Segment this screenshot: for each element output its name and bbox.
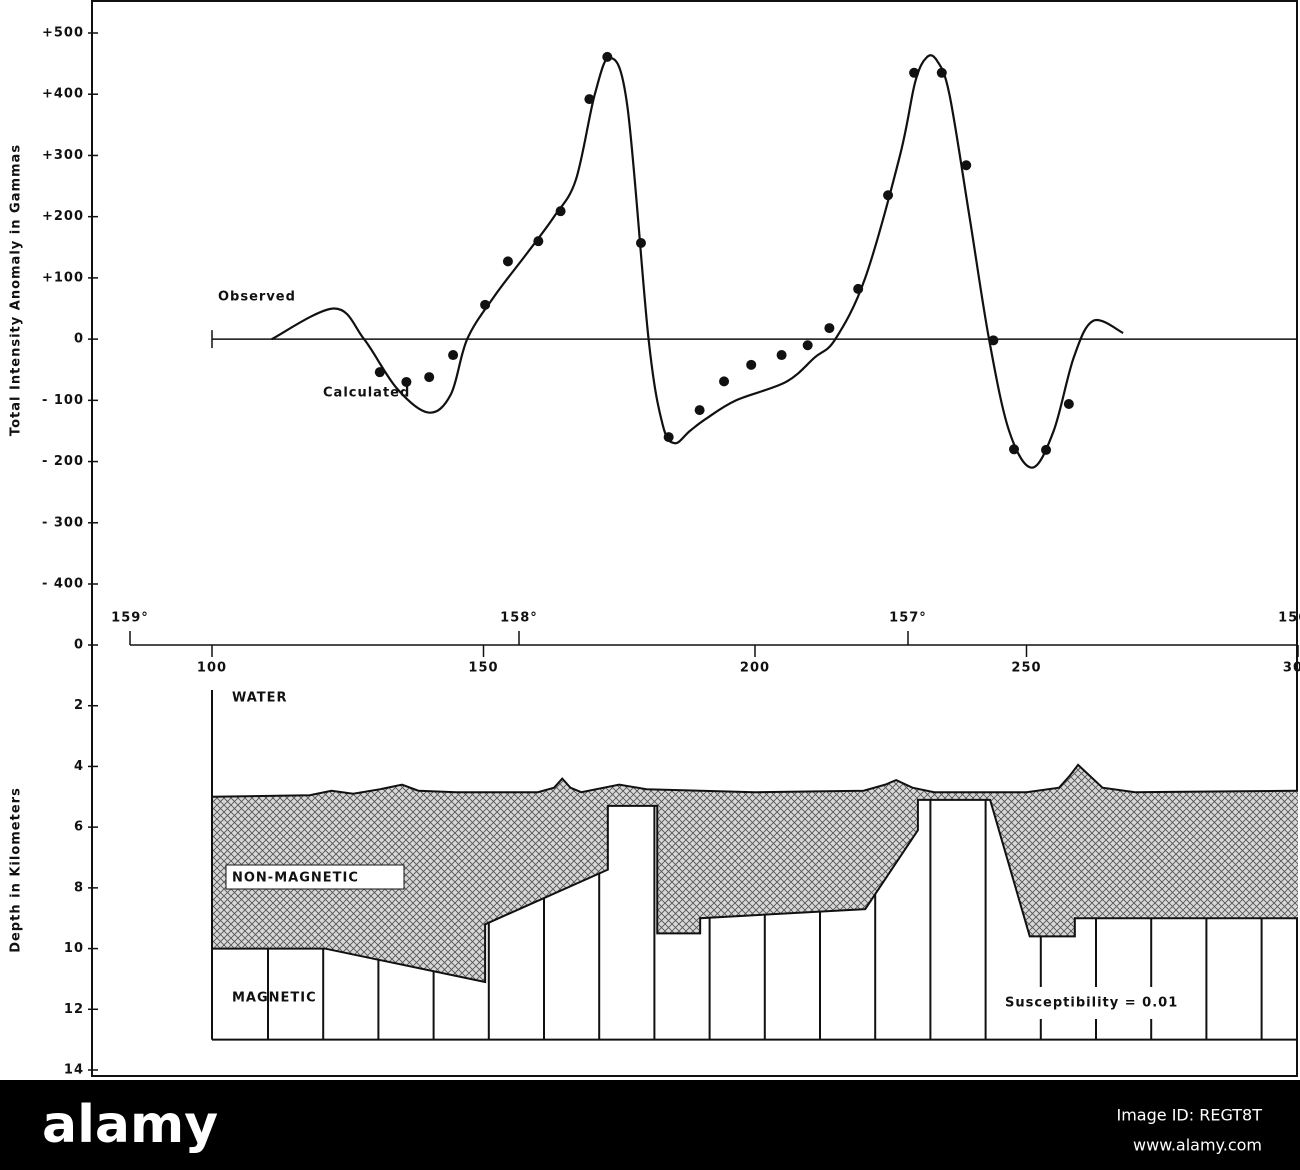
point — [694, 405, 705, 416]
point — [448, 350, 459, 361]
x-tick-label: 200 — [740, 661, 770, 676]
y-tick-label: - 400 — [42, 577, 84, 592]
y-tick-label: 0 — [74, 638, 84, 653]
point — [719, 376, 730, 387]
y-tick-label: 8 — [74, 880, 84, 895]
layer-label: MAGNETIC — [232, 991, 317, 1006]
watermark-url: www.alamy.com — [1133, 1136, 1262, 1155]
y-axis-label: Total Intensity Anomaly in Gammas — [9, 144, 24, 436]
y-tick-label: - 200 — [42, 454, 84, 469]
point — [1063, 399, 1074, 410]
y-tick-label: - 300 — [42, 515, 84, 530]
y-tick-label: +500 — [42, 26, 84, 41]
seafloor — [211, 763, 1299, 798]
point — [909, 67, 920, 78]
y-tick-label: 6 — [74, 820, 84, 835]
label-box — [998, 987, 1194, 1019]
non-magnetic-layer — [212, 764, 1298, 982]
point — [502, 256, 513, 267]
y-tick-label: 4 — [74, 759, 84, 774]
y-axis-label: Depth in Kilometers — [9, 787, 24, 953]
annotation: Calculated — [323, 386, 410, 401]
y-tick-label: 12 — [64, 1002, 84, 1017]
x2-tick-label: 159° — [111, 611, 149, 626]
point — [883, 190, 894, 201]
label-box — [225, 864, 405, 890]
point — [824, 323, 835, 334]
annotation: Observed — [218, 290, 296, 305]
point — [533, 236, 544, 247]
curve — [271, 54, 1124, 469]
y-tick-label: - 100 — [42, 393, 84, 408]
y-tick-label: 2 — [74, 698, 84, 713]
x2-tick-label: 157° — [889, 611, 927, 626]
magnetic-top — [212, 798, 1298, 984]
point — [853, 283, 864, 294]
y-tick-label: 0 — [74, 332, 84, 347]
y-tick-label: +100 — [42, 270, 84, 285]
point — [1041, 444, 1052, 455]
point — [424, 372, 435, 383]
point — [936, 67, 947, 78]
frame — [91, 0, 1298, 1077]
point — [802, 340, 813, 351]
point — [374, 367, 385, 378]
point — [584, 94, 595, 105]
y-tick-label: 10 — [64, 941, 84, 956]
x-tick-label: 100 — [197, 661, 227, 676]
point — [480, 299, 491, 310]
point — [555, 206, 566, 217]
watermark-logo: alamy — [42, 1095, 218, 1155]
x-tick-label: 250 — [1011, 661, 1041, 676]
point — [635, 237, 646, 248]
x2-tick-label: 158° — [500, 611, 538, 626]
watermark-bar — [0, 1080, 1300, 1170]
point — [746, 359, 757, 370]
y-tick-label: +400 — [42, 87, 84, 102]
layer-label: NON-MAGNETIC — [232, 871, 359, 886]
watermark-id: Image ID: REGT8T — [1117, 1106, 1263, 1125]
point — [776, 350, 787, 361]
x-tick-label: 150 — [468, 661, 498, 676]
x2-tick-label: 156° — [1278, 611, 1300, 626]
point — [961, 160, 972, 171]
layer-label: Susceptibility = 0.01 — [1005, 996, 1178, 1011]
x-tick-label: 300 — [1283, 661, 1300, 676]
point — [401, 376, 412, 387]
point — [663, 432, 674, 443]
point — [988, 335, 999, 346]
point — [602, 51, 613, 62]
y-tick-label: +300 — [42, 148, 84, 163]
layer-label: WATER — [232, 691, 288, 706]
y-tick-label: +200 — [42, 209, 84, 224]
point — [1009, 444, 1020, 455]
y-tick-label: 14 — [64, 1063, 84, 1078]
